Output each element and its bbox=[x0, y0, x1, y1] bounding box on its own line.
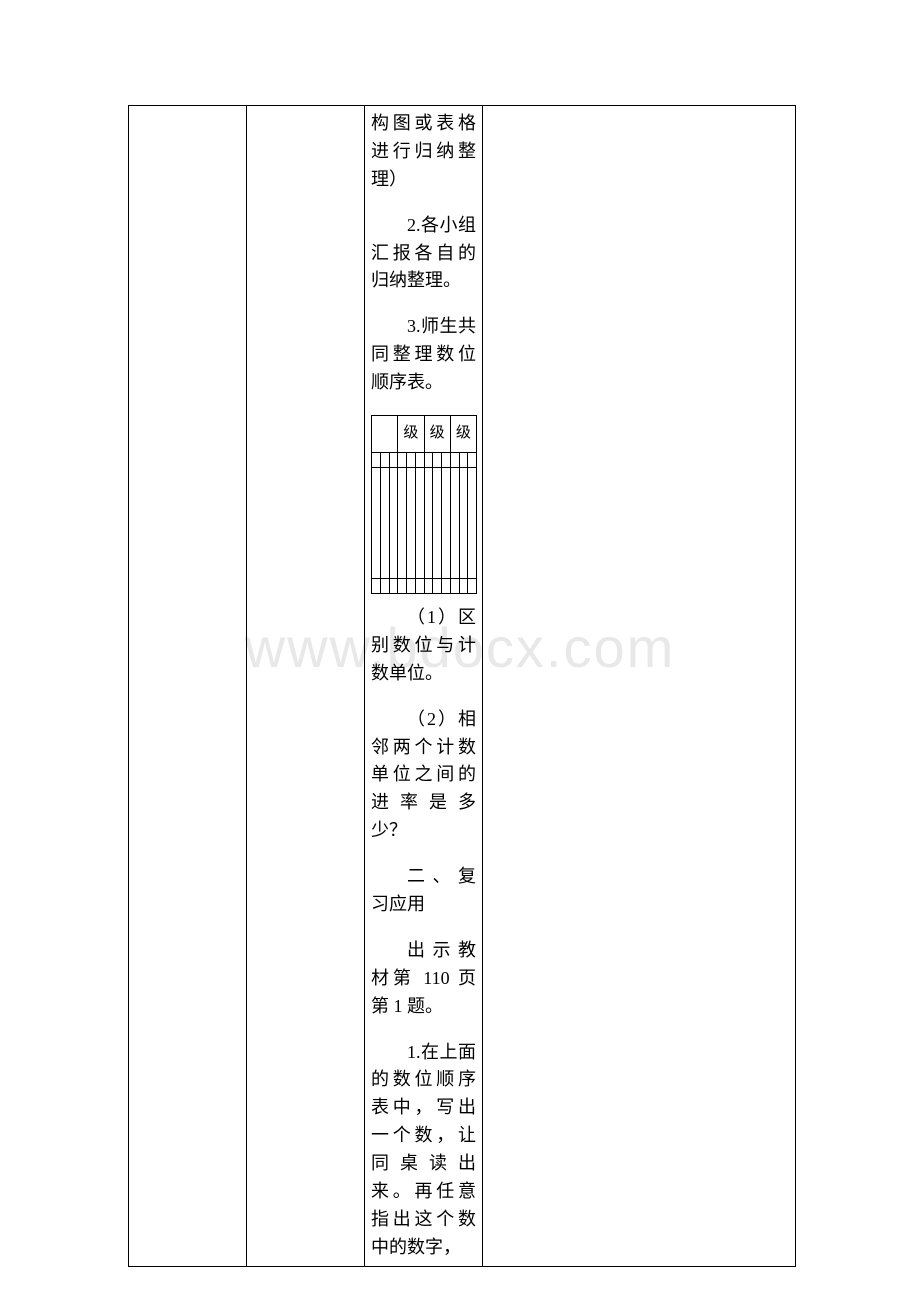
header-cell-level-1: 级 bbox=[398, 416, 424, 453]
paragraph-exercise-1: 1.在上面的数位顺序表中，写出一个数，让同桌读出来。再任意指出这个数中的数字， bbox=[371, 1039, 476, 1262]
column-4 bbox=[483, 106, 795, 1266]
paragraph-section-2: 二、复习应用 bbox=[371, 863, 476, 919]
paragraph-continuation: 构图或表格进行归纳整理） bbox=[371, 110, 476, 194]
header-cell-level-3: 级 bbox=[450, 416, 476, 453]
column-3-content: 构图或表格进行归纳整理） 2.各小组汇报各自的归纳整理。 3.师生共同整理数位顺… bbox=[365, 106, 483, 1266]
table-footer-row bbox=[372, 579, 477, 594]
header-cell-level-2: 级 bbox=[424, 416, 450, 453]
table-row: 构图或表格进行归纳整理） 2.各小组汇报各自的归纳整理。 3.师生共同整理数位顺… bbox=[129, 106, 795, 1266]
paragraph-sub-2: （2）相邻两个计数单位之间的进率是多少？ bbox=[371, 706, 476, 845]
table-header-row: 级 级 级 bbox=[372, 416, 477, 453]
paragraph-reference: 出示教材第 110 页第 1 题。 bbox=[371, 937, 476, 1021]
table-sub-row bbox=[372, 453, 477, 468]
table-body-row bbox=[372, 468, 477, 579]
place-value-table: 级 级 级 bbox=[371, 415, 476, 594]
main-table: 构图或表格进行归纳整理） 2.各小组汇报各自的归纳整理。 3.师生共同整理数位顺… bbox=[128, 105, 796, 1267]
column-1 bbox=[129, 106, 247, 1266]
paragraph-item-2: 2.各小组汇报各自的归纳整理。 bbox=[371, 212, 476, 296]
paragraph-item-3: 3.师生共同整理数位顺序表。 bbox=[371, 313, 476, 397]
column-2 bbox=[247, 106, 365, 1266]
header-cell-blank bbox=[372, 416, 398, 453]
paragraph-sub-1: （1）区别数位与计数单位。 bbox=[371, 604, 476, 688]
